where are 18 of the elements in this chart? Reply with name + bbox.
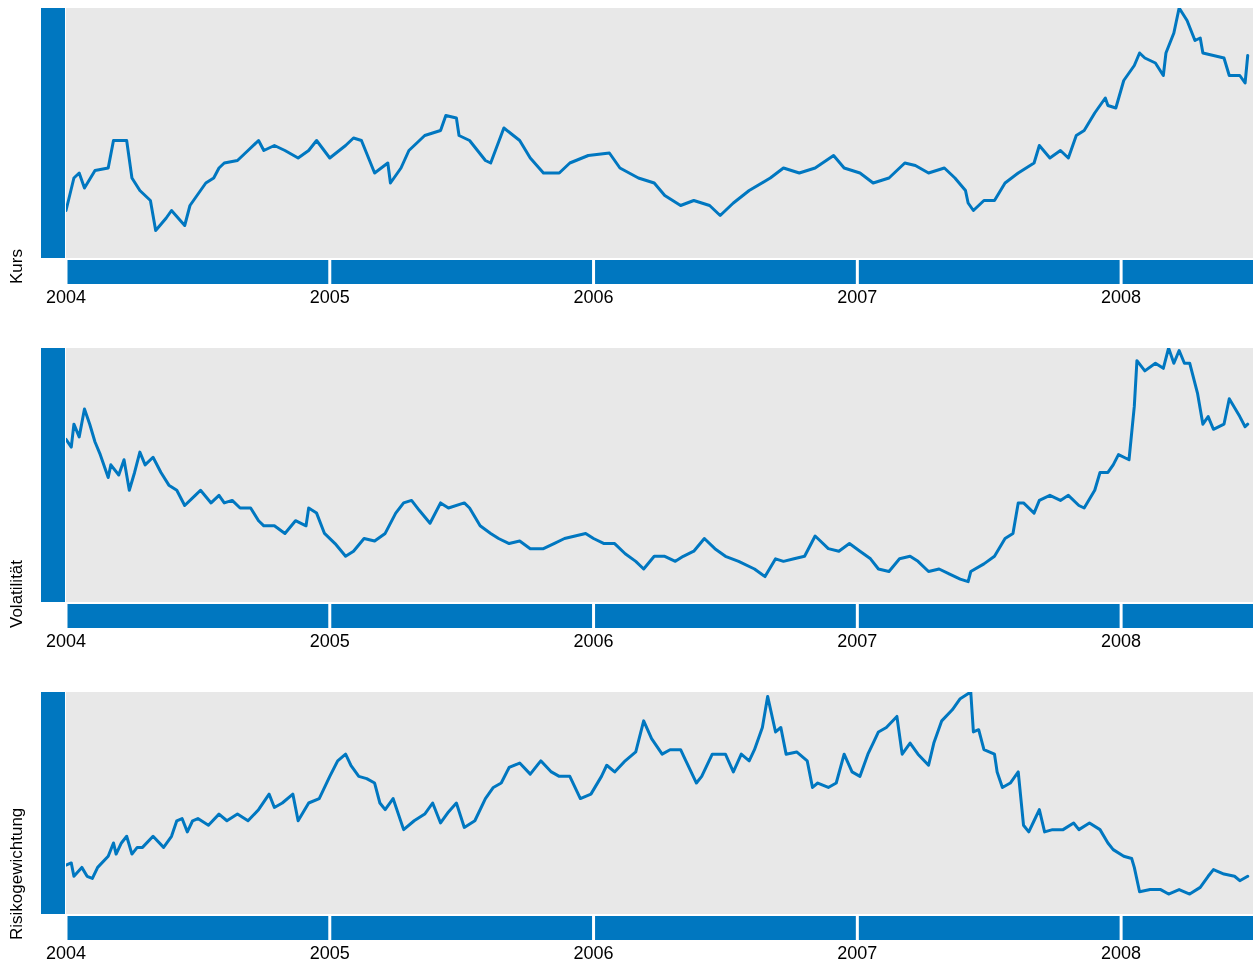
x-tick-label: 2008 [1101,630,1142,651]
x-tick-label: 2006 [573,630,614,651]
y-axis-title: Kurs [7,249,26,284]
x-tick-label: 2004 [45,942,87,963]
x-tick-label: 2007 [837,630,878,651]
x-tick-label: 2004 [45,286,87,307]
y-axis-title: Risikogewichtung [7,807,26,940]
x-tick-label: 2005 [309,942,350,963]
x-tick-label: 2007 [837,942,878,963]
x-tick-label: 2006 [573,286,614,307]
x-tick-label: 2005 [309,286,350,307]
x-tick-label: 2004 [45,630,87,651]
x-tick-label: 2008 [1101,942,1142,963]
x-tick-label: 2007 [837,286,878,307]
x-tick-label: 2005 [309,630,350,651]
x-tick-label: 2006 [573,942,614,963]
x-tick-label: 2008 [1101,286,1142,307]
y-axis-title: Volatilität [7,559,26,628]
